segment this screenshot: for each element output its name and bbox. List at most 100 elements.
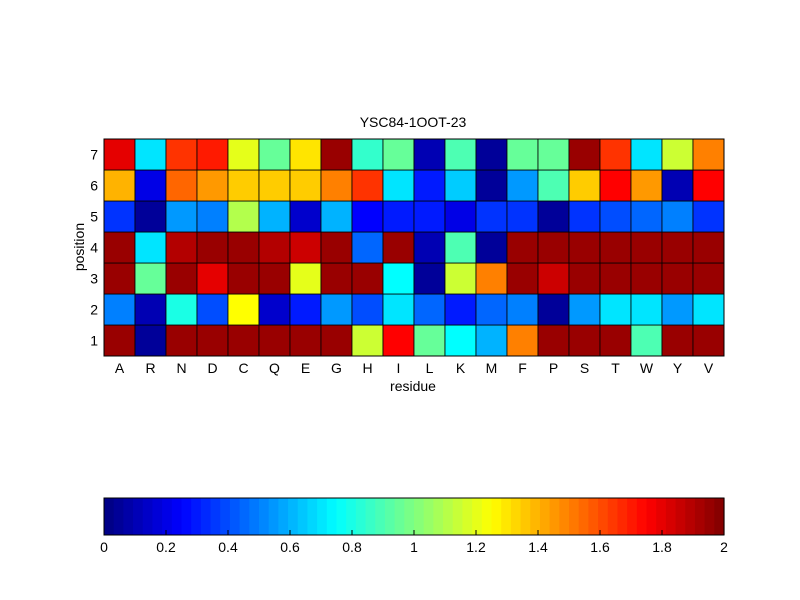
heatmap-cell — [599, 138, 632, 171]
colorbar-strip — [481, 498, 493, 535]
colorbar-strip — [288, 498, 299, 535]
colorbar-strip — [278, 498, 289, 535]
colorbar-strip — [443, 498, 454, 535]
colorbar-strip — [423, 498, 434, 535]
heatmap-cell — [568, 324, 601, 357]
colorbar-strip — [220, 498, 231, 535]
heatmap-cell — [506, 138, 539, 171]
heatmap-cell — [506, 169, 539, 202]
heatmap-cell — [258, 293, 291, 326]
y-tick-label: 1 — [90, 333, 98, 349]
heatmap-cell — [134, 138, 167, 171]
y-axis-label: position — [71, 223, 87, 271]
heatmap-cells — [103, 138, 725, 357]
heatmap-cell — [351, 324, 384, 357]
heatmap-cell — [382, 169, 415, 202]
heatmap-cell — [413, 169, 446, 202]
x-tick-label: N — [176, 360, 186, 376]
heatmap-cell — [320, 293, 353, 326]
colorbar-strip — [704, 498, 715, 535]
heatmap-cell — [599, 200, 632, 233]
x-tick-label: A — [115, 360, 125, 376]
heatmap-cell — [568, 231, 601, 264]
x-tick-label: T — [611, 360, 620, 376]
colorbar-tick-label: 1.6 — [590, 539, 610, 555]
heatmap-cell — [165, 262, 198, 295]
x-tick-label: M — [486, 360, 498, 376]
colorbar-strip — [549, 498, 560, 535]
colorbar-strip — [346, 498, 357, 535]
heatmap-cell — [351, 262, 384, 295]
heatmap-cell — [289, 231, 322, 264]
heatmap-cell — [661, 200, 694, 233]
heatmap-cell — [227, 262, 260, 295]
colorbar-strip — [394, 498, 405, 535]
heatmap-cell — [475, 262, 508, 295]
heatmap-cell — [537, 324, 570, 357]
colorbar-tick-label: 0.4 — [218, 539, 238, 555]
heatmap-cell — [537, 138, 570, 171]
y-tick-label: 3 — [90, 271, 98, 287]
heatmap-cell — [382, 293, 415, 326]
heatmap-cell — [351, 231, 384, 264]
heatmap-cell — [444, 231, 477, 264]
colorbar-strip — [191, 498, 202, 535]
heatmap-cell — [258, 138, 291, 171]
heatmap-cell — [692, 324, 725, 357]
colorbar-strip — [123, 498, 134, 535]
heatmap-cell — [444, 262, 477, 295]
colorbar-strip — [510, 498, 522, 535]
heatmap-cell — [537, 231, 570, 264]
heatmap-cell — [599, 324, 632, 357]
heatmap-cell — [196, 138, 229, 171]
heatmap-cell — [134, 231, 167, 264]
heatmap-cell — [692, 200, 725, 233]
heatmap-cell — [506, 231, 539, 264]
y-tick-labels: 1 2 3 4 5 6 7 — [90, 147, 98, 349]
colorbar-tick-label: 1.4 — [528, 539, 548, 555]
colorbar-strip — [675, 498, 686, 535]
colorbar-strip — [355, 498, 367, 535]
heatmap-cell — [413, 262, 446, 295]
heatmap-cell — [413, 138, 446, 171]
heatmap-cell — [196, 231, 229, 264]
colorbar-strip — [646, 498, 657, 535]
heatmap-cell — [258, 200, 291, 233]
heatmap-cell — [103, 138, 136, 171]
heatmap-cell — [661, 138, 694, 171]
colorbar-strip — [433, 498, 444, 535]
heatmap-cell — [661, 231, 694, 264]
heatmap-cell — [227, 138, 260, 171]
heatmap-cell — [289, 262, 322, 295]
colorbar-strip — [539, 498, 551, 535]
heatmap-cell — [444, 324, 477, 357]
colorbar-strip — [520, 498, 531, 535]
heatmap-cell — [258, 324, 291, 357]
heatmap-cell — [599, 231, 632, 264]
colorbar-strip — [578, 498, 589, 535]
x-tick-label: Q — [269, 360, 280, 376]
heatmap-cell — [165, 231, 198, 264]
colorbar-strip — [384, 498, 396, 535]
heatmap-cell — [320, 200, 353, 233]
colorbar-strip — [404, 498, 415, 535]
colorbar-strip — [714, 498, 725, 535]
heatmap-cell — [289, 169, 322, 202]
colorbar-strip — [530, 498, 541, 535]
heatmap-cell — [630, 293, 663, 326]
heatmap-cell — [165, 138, 198, 171]
heatmap-cell — [258, 169, 291, 202]
heatmap-cell — [413, 293, 446, 326]
heatmap-cell — [661, 262, 694, 295]
heatmap-cell — [692, 293, 725, 326]
heatmap-cell — [134, 200, 167, 233]
colorbar-strip — [229, 498, 241, 535]
colorbar-strip — [142, 498, 154, 535]
heatmap-cell — [351, 138, 384, 171]
heatmap-cell — [351, 293, 384, 326]
colorbar-strip — [162, 498, 173, 535]
x-tick-label: S — [580, 360, 589, 376]
colorbar-strip — [636, 498, 648, 535]
heatmap-cell — [134, 262, 167, 295]
